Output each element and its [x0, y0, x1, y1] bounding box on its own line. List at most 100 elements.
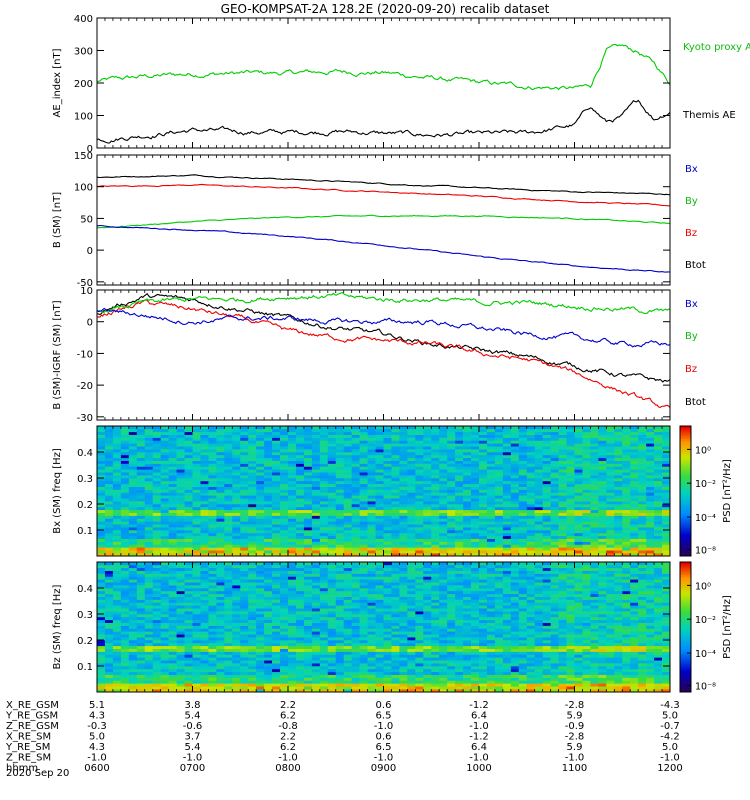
spectrogram-cell: [367, 460, 376, 464]
spectrogram-cell: [367, 547, 376, 551]
spectrogram-cell: [502, 463, 512, 467]
spectrogram-cell: [638, 426, 647, 430]
spectrogram-cell: [486, 437, 496, 441]
spectrogram-cell: [455, 518, 464, 522]
spectrogram-cell: [471, 457, 480, 461]
spectrogram-cell: [272, 466, 281, 470]
spectrogram-cell: [391, 478, 400, 482]
spectrogram-cell: [240, 642, 249, 647]
spectrogram-cell: [399, 550, 408, 554]
spectrogram-cell: [630, 457, 639, 461]
spectrogram-cell: [510, 426, 520, 430]
spectrogram-cell: [112, 668, 122, 673]
spectrogram-cell: [97, 480, 106, 485]
spectrogram-cell: [502, 495, 512, 499]
spectrogram-cell: [264, 492, 273, 496]
spectrogram-cell: [335, 483, 345, 487]
spectrogram-cell: [240, 440, 249, 444]
spectrogram-cell: [518, 535, 528, 539]
spectrogram-cell: [288, 544, 297, 548]
spectrogram-cell: [144, 535, 154, 539]
spectrogram-cell: [526, 446, 536, 450]
spectrogram-cell: [184, 452, 193, 456]
spectrogram-cell: [208, 506, 217, 511]
spectrogram-cell: [638, 446, 647, 450]
spectrogram-cell: [208, 541, 217, 545]
spectrogram-cell: [184, 530, 193, 534]
spectrogram-cell: [455, 553, 464, 557]
spectrogram-cell: [486, 521, 496, 525]
spectrogram-cell: [208, 674, 217, 678]
spectrogram-cell: [120, 495, 130, 499]
spectrogram-cell: [447, 530, 456, 534]
spectrogram-cell: [662, 535, 671, 539]
spectrogram-cell: [104, 593, 114, 597]
spectrogram-cell: [160, 498, 169, 502]
spectrogram-cell: [240, 437, 249, 441]
spectrogram-cell: [502, 550, 512, 554]
spectrogram-cell: [280, 492, 289, 496]
spectrogram-cell: [375, 515, 384, 519]
spectrogram-cell: [248, 518, 257, 522]
spectrogram-cell: [359, 501, 368, 505]
spectrogram-cell: [168, 631, 177, 635]
y-tick-label: 0.4: [77, 448, 93, 459]
spectrogram-cell: [598, 475, 607, 479]
spectrogram-cell: [598, 460, 607, 464]
spectrogram-cell: [168, 506, 177, 511]
spectrogram-cell: [248, 616, 257, 621]
spectrogram-cell: [558, 506, 567, 511]
spectrogram-cell: [104, 478, 114, 482]
panel-bx-spectrogram: 0.10.20.30.4 Bx (SM) freq [Hz] 10⁰10⁻²10…: [52, 425, 733, 557]
spectrogram-cell: [176, 478, 185, 482]
spectrogram-cell: [606, 527, 615, 531]
spectrogram-cell: [542, 527, 551, 531]
spectrogram-cell: [447, 506, 456, 511]
spectrogram-cell: [646, 480, 655, 485]
spectrogram-cell: [192, 628, 201, 632]
spectrogram-cell: [295, 469, 305, 473]
spectrogram-cell: [184, 582, 193, 586]
spectrogram-cell: [343, 521, 352, 525]
spectrogram-cell: [351, 437, 360, 441]
spectrogram-cell: [638, 495, 647, 499]
spectrogram-cell: [176, 677, 185, 681]
spectrogram-cell: [104, 489, 114, 493]
spectrogram-cell: [582, 463, 591, 467]
spectrogram-cell: [208, 472, 217, 476]
spectrogram-cell: [184, 689, 193, 693]
spectrogram-cell: [128, 651, 138, 655]
spectrogram-cell: [112, 515, 122, 519]
spectrogram-cell: [638, 457, 647, 461]
spectrogram-cell: [335, 446, 345, 450]
spectrogram-cell: [598, 498, 607, 502]
spectrogram-cell: [192, 640, 201, 644]
spectrogram-cell: [97, 622, 106, 626]
spectrogram-cell: [518, 538, 528, 542]
colorbar-segment: [680, 495, 691, 498]
spectrogram-cell: [144, 466, 154, 470]
spectrogram-cell: [232, 634, 241, 638]
spectrogram-cell: [272, 550, 281, 554]
spectrogram-cell: [128, 616, 138, 621]
spectrogram-cell: [288, 457, 297, 461]
spectrogram-cell: [168, 619, 177, 623]
spectrogram-cell: [463, 553, 472, 557]
spectrogram-cell: [144, 567, 154, 571]
spectrogram-cell: [104, 657, 114, 661]
spectrogram-cell: [224, 498, 233, 502]
spectrogram-cell: [104, 616, 114, 621]
spectrogram-cell: [264, 677, 273, 681]
spectrogram-cell: [558, 532, 567, 537]
spectrogram-cell: [502, 431, 512, 435]
colorbar-segment: [680, 471, 691, 475]
spectrogram-cell: [97, 611, 106, 615]
spectrogram-cell: [662, 457, 671, 461]
spectrogram-cell: [447, 431, 456, 435]
spectrogram-cell: [431, 472, 440, 476]
spectrogram-cell: [224, 535, 233, 539]
spectrogram-cell: [598, 434, 607, 438]
spectrogram-cell: [168, 437, 177, 441]
spectrogram-cell: [168, 515, 177, 519]
